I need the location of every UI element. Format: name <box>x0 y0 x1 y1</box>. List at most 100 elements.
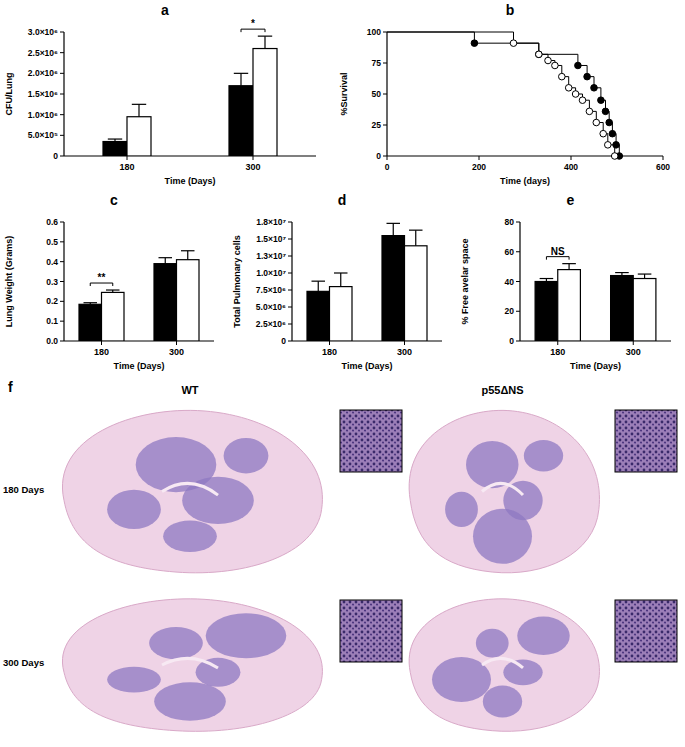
y-axis-label: % Free avelar space <box>460 238 470 324</box>
marker <box>611 153 618 160</box>
y-axis-label: CFU/Lung <box>4 73 14 116</box>
inset-micrograph <box>340 410 402 472</box>
tissue <box>62 599 322 731</box>
bar <box>253 49 277 156</box>
marker <box>593 119 600 126</box>
granuloma <box>466 441 518 488</box>
granuloma <box>503 659 542 685</box>
y-tick <box>383 156 387 157</box>
y-tick <box>288 239 292 240</box>
error-stem <box>138 104 139 116</box>
x-tick-label: 300 <box>626 347 641 357</box>
marks <box>307 223 427 341</box>
y-tick-label: 0.5 <box>46 237 58 247</box>
bar <box>127 117 151 156</box>
marks <box>387 32 623 159</box>
error-bar <box>615 273 629 276</box>
marker <box>536 51 543 58</box>
bar <box>405 246 428 341</box>
x-tick-label: 300 <box>397 347 412 357</box>
error-stem <box>393 223 394 235</box>
y-tick-label: 1.8×10⁷ <box>256 217 286 227</box>
panel-letter: c <box>110 192 118 208</box>
error-cap <box>106 289 120 290</box>
x-tick-label: 0 <box>385 162 390 172</box>
x-tick <box>253 156 254 160</box>
y-tick-label: 0 <box>376 151 381 161</box>
y-tick-label: 2.0×10⁶ <box>28 68 58 78</box>
x-tick <box>101 341 102 345</box>
error-cap <box>615 272 629 273</box>
y-tick <box>60 94 64 95</box>
significance-label: ** <box>98 272 106 283</box>
granuloma <box>473 509 532 564</box>
granuloma <box>206 613 287 658</box>
x-tick-label: 180 <box>94 347 109 357</box>
y-tick <box>288 273 292 274</box>
row-label: 180 Days <box>3 484 44 495</box>
bar <box>229 86 253 156</box>
panel-b: b02550751000200400600Time (days)%Surviva… <box>339 2 670 186</box>
bar <box>535 282 558 342</box>
error-cap <box>334 272 348 273</box>
y-tick-label: 0 <box>53 151 58 161</box>
error-bar <box>312 281 326 291</box>
y-tick <box>60 341 64 342</box>
y-tick-label: 1.0×10⁶ <box>28 110 58 120</box>
airway <box>482 658 523 668</box>
y-tick <box>60 52 64 53</box>
figure: a05.0×10⁵1.0×10⁶1.5×10⁶2.0×10⁶2.5×10⁶3.0… <box>0 0 685 747</box>
granuloma <box>483 685 522 717</box>
error-cap <box>84 302 98 303</box>
x-tick <box>404 341 405 345</box>
survival-curve <box>387 32 618 159</box>
marks <box>535 264 656 341</box>
granuloma <box>476 629 509 658</box>
y-tick-label: 25 <box>372 120 382 130</box>
tissue <box>409 410 599 572</box>
marker <box>609 130 616 137</box>
panel-d: d02.5×10⁶5.0×10⁶7.5×10⁶1.0×10⁷1.3×10⁷1.5… <box>232 192 442 371</box>
error-cap <box>312 281 326 282</box>
x-tick-label: 180 <box>550 347 565 357</box>
step-horizontal <box>539 54 578 55</box>
x-tick <box>176 341 177 345</box>
column-label: WT <box>181 384 198 396</box>
row-label: 300 Days <box>3 657 44 668</box>
x-tick-label: 300 <box>245 162 260 172</box>
granuloma <box>445 492 478 527</box>
panel-c: c0.00.10.20.30.40.50.6180300**Time (Days… <box>4 192 214 371</box>
error-stem <box>165 258 166 264</box>
error-bar <box>258 36 272 48</box>
error-cap <box>638 273 652 274</box>
y-tick-label: 75 <box>372 58 382 68</box>
granuloma <box>517 617 569 656</box>
bar <box>633 279 656 341</box>
granuloma <box>224 438 269 473</box>
x-tick <box>329 341 330 345</box>
marker <box>605 142 612 149</box>
y-tick <box>60 321 64 322</box>
error-cap <box>258 36 272 37</box>
y-tick-label: 2.5×10⁶ <box>28 48 58 58</box>
x-axis <box>64 155 316 156</box>
marker <box>598 97 605 104</box>
y-tick <box>383 94 387 95</box>
bar <box>177 260 200 341</box>
marker <box>559 73 566 80</box>
y-tick <box>60 73 64 74</box>
error-cap <box>409 230 423 231</box>
bar <box>382 236 405 341</box>
error-bar <box>132 104 146 116</box>
y-tick <box>60 281 64 282</box>
bar <box>103 142 127 156</box>
marks <box>79 251 199 341</box>
error-stem <box>264 36 265 48</box>
y-tick <box>60 261 64 262</box>
significance-label: * <box>251 18 255 29</box>
error-cap <box>562 263 576 264</box>
column-label: p55ΔNS <box>481 384 523 396</box>
tissue <box>409 599 599 731</box>
error-bar <box>159 258 173 264</box>
inset-micrograph <box>340 600 402 662</box>
